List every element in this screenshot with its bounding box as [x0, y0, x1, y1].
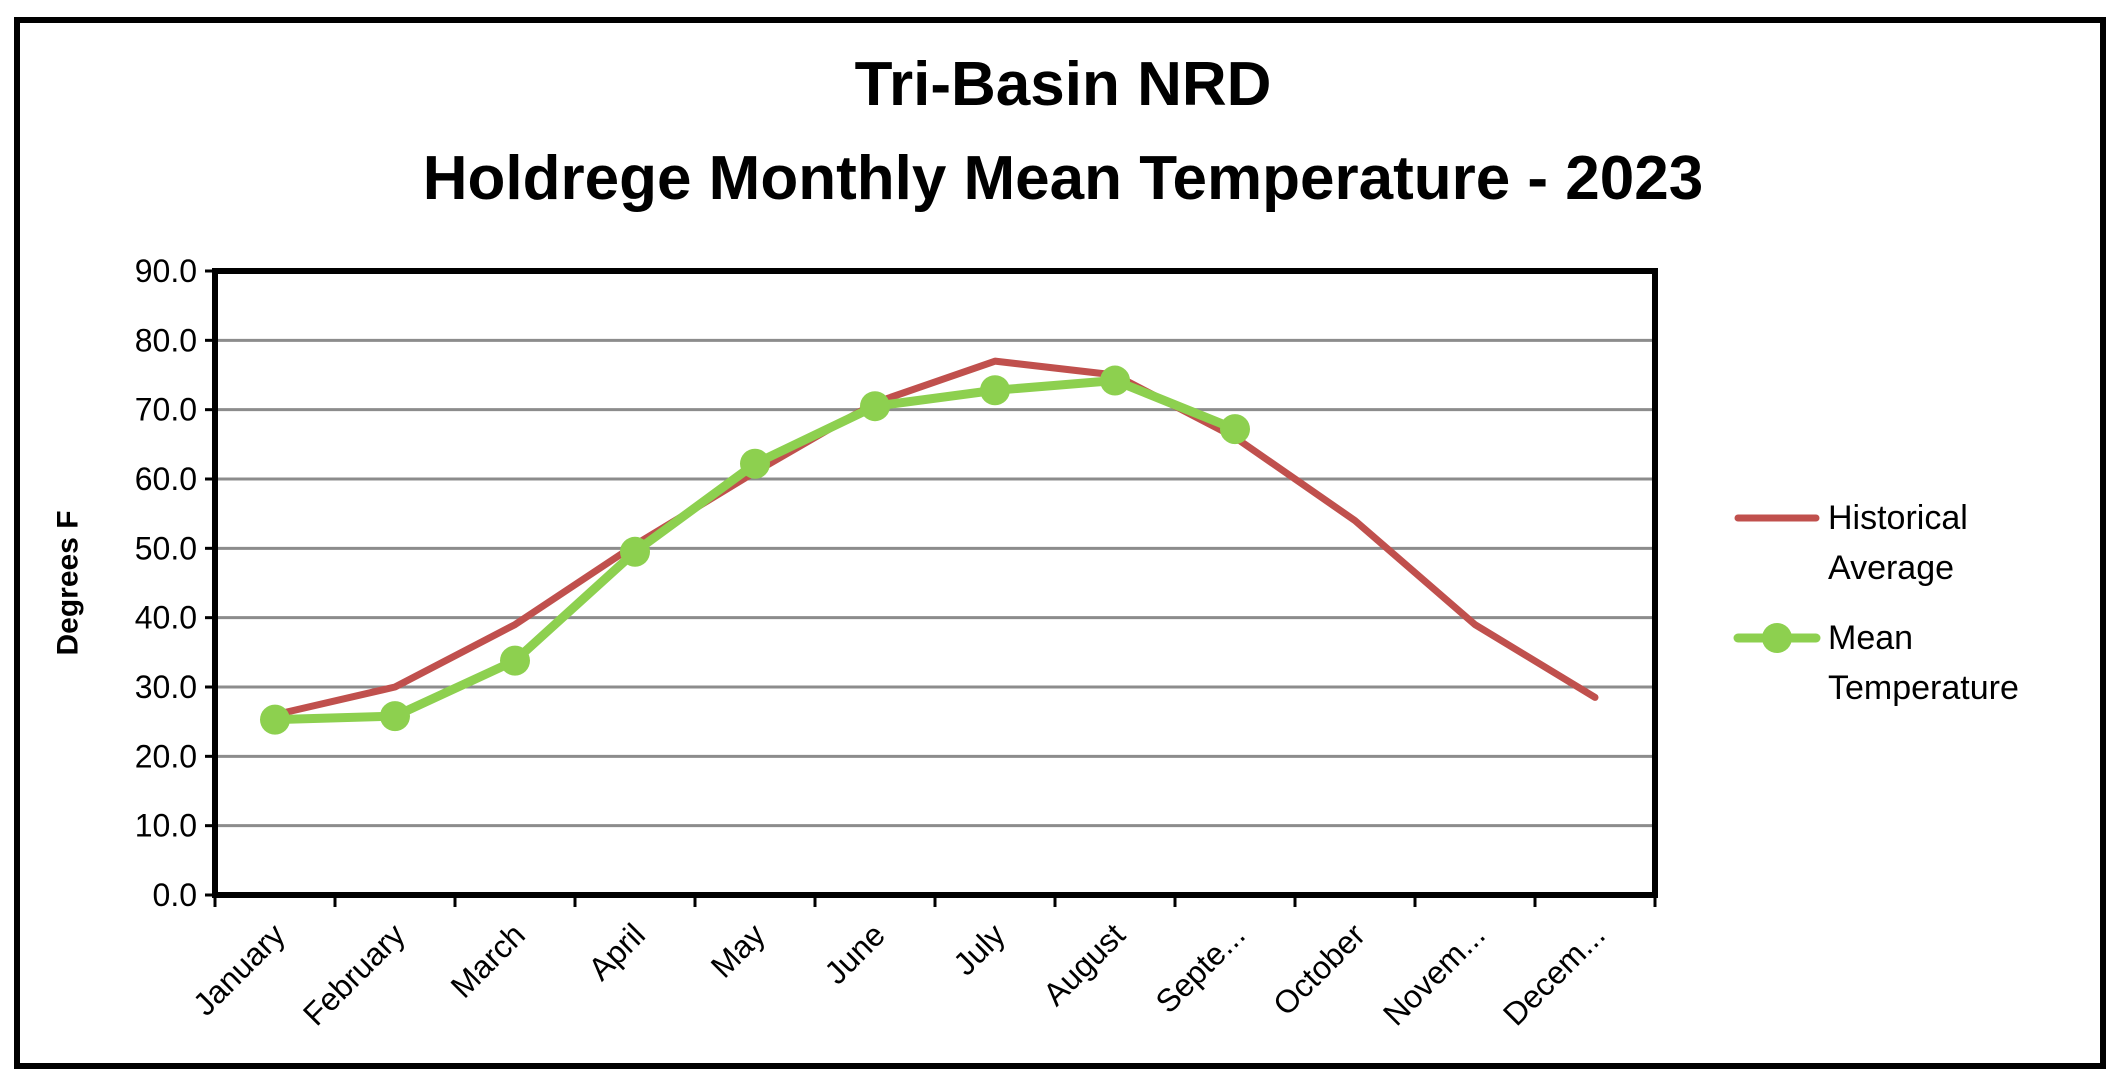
legend-entry: Historical Average — [1734, 499, 1968, 587]
x-tick-label: Septe... — [1149, 916, 1252, 1019]
x-tick-label: May — [704, 916, 772, 984]
x-tick-label: March — [444, 916, 532, 1004]
chart-title-line-2: Holdrege Monthly Mean Temperature - 2023 — [422, 144, 1704, 213]
y-tick-label: 40.0 — [135, 600, 197, 636]
y-tick-label: 70.0 — [135, 392, 197, 428]
x-tick-label: October — [1266, 916, 1372, 1022]
legend-label: Average — [1828, 549, 1954, 587]
legend-label: Temperature — [1828, 669, 2019, 707]
legend-label: Historical — [1828, 499, 1968, 537]
x-tick-label: July — [946, 916, 1012, 982]
data-point — [620, 536, 650, 567]
series-line — [270, 376, 1240, 725]
y-tick-label: 10.0 — [135, 808, 197, 844]
data-point — [500, 645, 530, 676]
series-mean-temperature — [260, 365, 1250, 735]
y-tick-label: 30.0 — [135, 669, 197, 705]
x-tick-label: April — [581, 916, 652, 987]
data-point — [380, 701, 410, 732]
x-tick-label: August — [1036, 916, 1132, 1012]
data-point — [740, 448, 770, 479]
y-tick-label: 60.0 — [135, 461, 197, 497]
x-tick-label: January — [186, 916, 292, 1022]
x-tick-label: June — [817, 916, 892, 991]
x-tick-label: February — [296, 916, 412, 1032]
chart-title: Tri-Basin NRD Holdrege Monthly Mean Temp… — [0, 38, 2126, 226]
y-tick-label: 0.0 — [153, 877, 197, 913]
chart-title-line-1: Tri-Basin NRD — [854, 50, 1272, 119]
x-tick-label: Novem... — [1376, 916, 1492, 1032]
y-tick-label: 50.0 — [135, 530, 197, 566]
y-tick-label: 80.0 — [135, 322, 197, 358]
series-line — [271, 357, 1599, 719]
plot-area-border — [212, 268, 1658, 898]
legend-marker — [1762, 623, 1792, 653]
data-point — [1220, 414, 1250, 445]
x-tick-label: Decem... — [1496, 916, 1612, 1032]
legend-entry: Mean Temperature — [1733, 619, 2019, 707]
series-historical-average — [271, 357, 1599, 719]
y-tick-label: 20.0 — [135, 738, 197, 774]
data-point — [260, 704, 290, 735]
legend-label: Mean — [1828, 619, 1913, 657]
data-point — [980, 375, 1010, 406]
data-point — [1100, 365, 1130, 396]
data-point — [860, 391, 890, 422]
y-tick-label: 90.0 — [135, 253, 197, 289]
y-axis-title: Degrees F — [52, 510, 85, 655]
